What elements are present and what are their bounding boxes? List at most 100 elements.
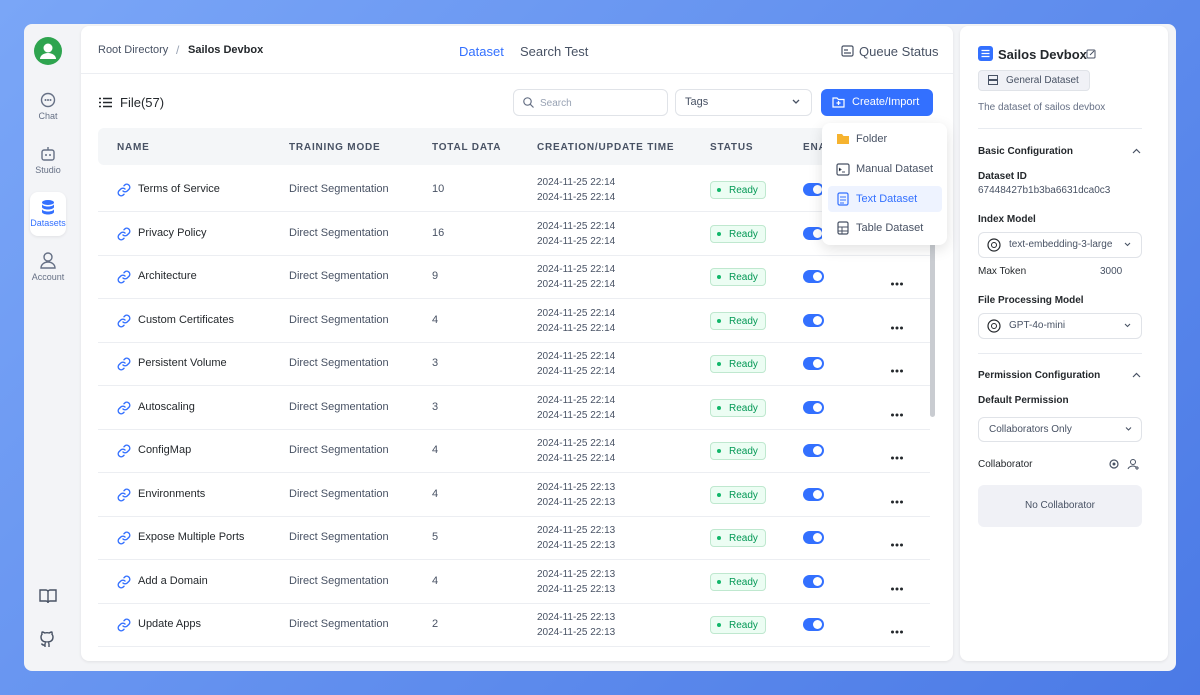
file-name[interactable]: Privacy Policy — [138, 226, 207, 239]
status-dot — [717, 492, 721, 497]
file-name[interactable]: Environments — [138, 487, 206, 500]
edit-icon[interactable] — [1086, 49, 1096, 59]
updated-time: 2024-11-25 22:13 — [537, 540, 616, 551]
toggle-knob — [813, 533, 822, 542]
updated-time: 2024-11-25 22:13 — [537, 627, 616, 638]
column-header: TOTAL DATA — [432, 142, 502, 153]
updated-time: 2024-11-25 22:14 — [537, 192, 616, 203]
tab-search-test[interactable]: Search Test — [520, 44, 589, 59]
file-name[interactable]: Persistent Volume — [138, 357, 227, 369]
training-mode: Direct Segmentation — [289, 444, 389, 456]
tag-icon — [988, 75, 998, 85]
table-row[interactable] — [98, 430, 930, 473]
studio-icon — [41, 147, 55, 161]
toggle-knob — [813, 315, 822, 325]
table-row[interactable] — [98, 343, 930, 386]
nav-account[interactable]: Account — [31, 272, 65, 282]
status-dot — [717, 579, 721, 584]
file-model-select[interactable]: GPT-4o-mini — [978, 313, 1142, 339]
github-icon[interactable] — [39, 631, 57, 649]
training-mode: Direct Segmentation — [289, 531, 389, 543]
total-data: 16 — [432, 226, 445, 239]
training-mode: Direct Segmentation — [289, 574, 389, 587]
permission-select[interactable]: Collaborators Only — [978, 417, 1142, 442]
created-time: 2024-11-25 22:14 — [537, 220, 616, 232]
file-name[interactable]: Terms of Service — [138, 183, 220, 195]
status-dot — [717, 449, 721, 453]
table-row[interactable] — [98, 300, 930, 343]
menu-text-dataset[interactable]: Text Dataset — [828, 186, 942, 212]
table-row[interactable] — [98, 474, 930, 517]
collapse-icon[interactable] — [1132, 148, 1141, 154]
search-placeholder: Search — [540, 98, 572, 109]
table-row[interactable] — [98, 517, 930, 560]
updated-time: 2024-11-25 22:13 — [537, 583, 616, 595]
more-button[interactable] — [890, 448, 904, 460]
menu-folder[interactable]: Folder — [856, 133, 888, 145]
table-row[interactable] — [98, 256, 930, 299]
created-time: 2024-11-25 22:13 — [537, 525, 616, 536]
training-mode: Direct Segmentation — [289, 400, 389, 413]
table-row[interactable] — [98, 561, 930, 604]
file-name[interactable]: ConfigMap — [138, 444, 192, 456]
toggle-knob — [813, 576, 822, 586]
more-button[interactable] — [890, 535, 904, 547]
table-row[interactable] — [98, 387, 930, 430]
training-mode: Direct Segmentation — [289, 226, 389, 239]
file-name[interactable]: Expose Multiple Ports — [138, 531, 245, 543]
toggle-knob — [813, 446, 822, 455]
column-header: CREATION/UPDATE TIME — [537, 142, 675, 153]
chevron — [792, 99, 800, 104]
column-header: NAME — [117, 142, 150, 153]
more-button[interactable] — [890, 492, 904, 503]
search-box[interactable] — [513, 89, 668, 116]
nav-datasets[interactable]: Datasets — [30, 218, 66, 228]
file-name[interactable]: Architecture — [138, 270, 197, 282]
total-data: 9 — [432, 270, 439, 282]
queue-icon — [841, 45, 854, 57]
more-button[interactable] — [890, 361, 904, 373]
table-row[interactable] — [98, 169, 930, 212]
training-mode: Direct Segmentation — [289, 357, 389, 369]
file-name[interactable]: Update Apps — [138, 618, 201, 630]
more-button[interactable] — [890, 318, 904, 329]
tags-select[interactable] — [675, 89, 812, 116]
field-label: Default Permission — [978, 395, 1069, 406]
file-name[interactable]: Autoscaling — [138, 400, 195, 413]
scrollbar[interactable] — [930, 130, 935, 417]
menu-manual-dataset[interactable]: Manual Dataset — [856, 163, 934, 175]
index-model-select[interactable]: text-embedding-3-large — [978, 232, 1142, 258]
collaborator-actions[interactable] — [1108, 458, 1140, 470]
avatar[interactable] — [34, 37, 62, 65]
total-data: 4 — [432, 313, 439, 326]
more-button[interactable] — [890, 622, 904, 634]
total-data: 3 — [432, 357, 439, 369]
table-row[interactable] — [98, 604, 930, 647]
table-header-bg — [98, 128, 930, 165]
file-name[interactable]: Add a Domain — [138, 574, 208, 587]
nav-studio[interactable]: Studio — [35, 165, 61, 175]
menu-table-dataset[interactable]: Table Dataset — [856, 222, 924, 234]
status-badge: Ready — [710, 572, 766, 591]
menu-icons — [836, 134, 850, 235]
account-icon — [40, 252, 56, 269]
table-row[interactable] — [98, 213, 930, 256]
queue-status[interactable]: Queue Status — [859, 44, 939, 59]
folder-plus-icon — [832, 97, 845, 108]
nav-chat[interactable]: Chat — [38, 111, 58, 121]
more-button[interactable] — [890, 579, 904, 590]
collapse-icon[interactable] — [1132, 372, 1141, 378]
breadcrumb-root[interactable]: Root Directory — [98, 44, 169, 56]
tab-dataset[interactable]: Dataset — [459, 44, 504, 59]
search-icon — [523, 97, 534, 108]
datasets-icon — [42, 200, 54, 215]
more-button[interactable] — [890, 405, 904, 416]
link-icon — [117, 531, 131, 545]
more-button[interactable] — [890, 274, 904, 286]
status-dot — [717, 536, 721, 540]
docs-icon[interactable] — [39, 588, 57, 604]
status-badge: Ready — [710, 442, 766, 460]
status-badge: Ready — [710, 398, 766, 417]
file-name[interactable]: Custom Certificates — [138, 313, 234, 326]
